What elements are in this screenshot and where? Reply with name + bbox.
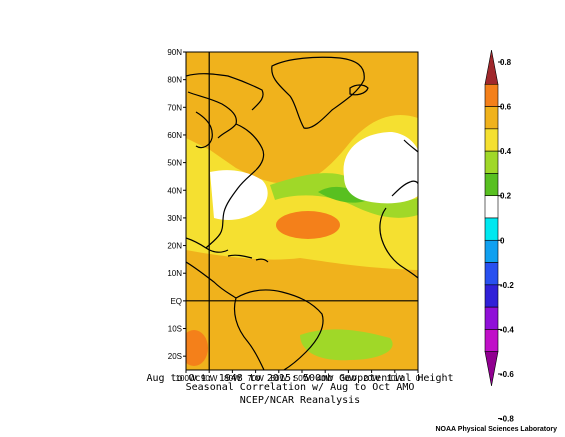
lat-tick-label: 50N bbox=[167, 159, 182, 168]
longitude-axis: 100W 90W 80W 70W 60W 50W 40W 30W 20W 10W 0 bbox=[176, 370, 421, 383]
contour-0.2-dark bbox=[318, 186, 372, 203]
gulf-coast bbox=[186, 237, 229, 253]
lat-tick-label: EQ bbox=[170, 297, 182, 306]
contour-0.6-pacific bbox=[186, 330, 208, 366]
lon-tick-label: 0 bbox=[416, 374, 421, 383]
colorbar-label: -0.6 bbox=[500, 370, 514, 379]
colorbar-segment bbox=[484, 284, 499, 308]
lat-tick-label: 30N bbox=[167, 214, 182, 223]
colorbar-segment bbox=[484, 83, 499, 107]
lon-tick-label: 30W bbox=[340, 374, 357, 383]
lon-tick-label: 80W bbox=[224, 374, 241, 383]
lat-tick-label: 20S bbox=[168, 352, 182, 361]
europe-coast bbox=[391, 139, 418, 197]
colorbar-segment bbox=[484, 351, 499, 387]
caption-line-3: NCEP/NCAR Reanalysis bbox=[239, 395, 361, 406]
colorbar-label: 0.2 bbox=[500, 192, 512, 201]
map-panel bbox=[186, 52, 418, 370]
colorbar-segment bbox=[484, 195, 499, 219]
colorbar-segment bbox=[484, 329, 499, 353]
lon-tick-label: 10W bbox=[387, 374, 404, 383]
colorbar-label: 0.4 bbox=[500, 147, 512, 156]
north-america-east-coast bbox=[205, 169, 257, 249]
central-america-coast bbox=[186, 261, 237, 299]
colorbar-segment bbox=[484, 217, 499, 241]
canada-arctic-coast bbox=[186, 73, 264, 139]
lon-tick-label: 50W bbox=[294, 374, 311, 383]
credit-label: NOAA Physical Sciences Laboratory bbox=[435, 426, 557, 433]
colorbar-label: -0.2 bbox=[500, 281, 514, 290]
contour-0.6-mid-atlantic bbox=[276, 211, 340, 239]
caption-line-2: Seasonal Correlation w/ Aug to Oct AMO bbox=[185, 382, 415, 393]
colorbar-label: 0 bbox=[500, 236, 505, 245]
lon-tick-label: 20W bbox=[363, 374, 380, 383]
lat-tick-label: 80N bbox=[167, 76, 182, 85]
caribbean-islands bbox=[227, 254, 269, 263]
colorbar-segment bbox=[484, 306, 499, 330]
africa-coast bbox=[379, 207, 418, 279]
colorbar-label: 0.8 bbox=[500, 58, 512, 67]
greenland-coast bbox=[271, 56, 365, 129]
coastlines bbox=[186, 56, 418, 370]
colorbar: 0.8 0.6 0.4 0.2 0 -0.2 -0.4 -0.6 -0.8 bbox=[484, 49, 514, 424]
lon-tick-label: 90W bbox=[201, 374, 218, 383]
colorbar-segment bbox=[484, 128, 499, 152]
lat-tick-label: 10N bbox=[167, 269, 182, 278]
colorbar-segment bbox=[484, 150, 499, 174]
contour-0.2-southern bbox=[300, 329, 393, 361]
caption-line-1: Aug to Oct: 1948 to 2015: 500mb Geopoten… bbox=[146, 373, 454, 384]
lat-tick-label: 40N bbox=[167, 186, 182, 195]
lon-tick-label: 60W bbox=[271, 374, 288, 383]
lat-tick-label: 70N bbox=[167, 103, 182, 112]
south-america-coast bbox=[233, 289, 324, 370]
colorbar-segment bbox=[484, 239, 499, 263]
iceland-coast bbox=[349, 84, 369, 96]
labrador-coast bbox=[235, 123, 265, 171]
lon-tick-label: 100W bbox=[176, 374, 197, 383]
lon-tick-label: 70W bbox=[247, 374, 264, 383]
latitude-axis: 90N 80N 70N 60N 50N 40N 30N 20N 10N EQ 10S 20S bbox=[167, 48, 186, 361]
lat-tick-label: 10S bbox=[168, 325, 182, 334]
colorbar-segment bbox=[484, 106, 499, 130]
colorbar-segment bbox=[484, 49, 499, 85]
lat-tick-label: 20N bbox=[167, 242, 182, 251]
colorbar-label: -0.4 bbox=[500, 325, 514, 334]
colorbar-label: 0.6 bbox=[500, 103, 512, 112]
white-region-east-atlantic bbox=[343, 132, 418, 204]
hudson-bay-coast bbox=[195, 111, 213, 149]
colorbar-segment bbox=[484, 173, 499, 197]
colorbar-label: -0.8 bbox=[500, 415, 514, 424]
lat-tick-label: 60N bbox=[167, 131, 182, 140]
white-region-us-east bbox=[210, 170, 268, 220]
lon-tick-label: 40W bbox=[317, 374, 334, 383]
colorbar-segment bbox=[484, 262, 499, 286]
lat-tick-label: 90N bbox=[167, 48, 182, 57]
